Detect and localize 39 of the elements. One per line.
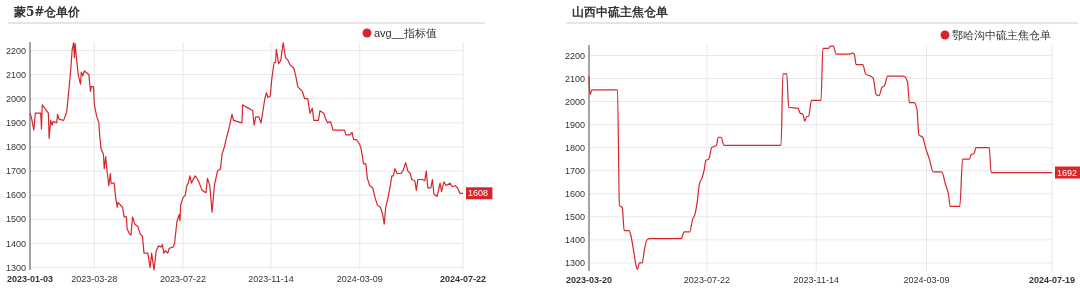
y-tick-label: 1700 <box>564 165 585 176</box>
y-tick-label: 1300 <box>564 258 585 269</box>
y-tick-label: 1900 <box>564 119 585 130</box>
x-tick-label: 2024-07-22 <box>439 274 487 284</box>
x-tick-label: 2024-03-09 <box>903 275 950 285</box>
y-tick-label: 2200 <box>564 50 585 61</box>
y-tick-label: 1600 <box>5 190 26 201</box>
y-tick-label: 2100 <box>564 73 585 84</box>
y-tick-label: 1800 <box>5 142 26 153</box>
x-tick-label: 2024-07-19 <box>1028 275 1076 285</box>
x-tick-label: 2023-11-14 <box>793 275 839 285</box>
line-series <box>29 42 464 271</box>
y-tick-label: 1700 <box>5 166 26 177</box>
y-tick-label: 1500 <box>5 214 26 225</box>
annotation: 1692 <box>1057 167 1078 178</box>
x-tick-label: 2024-03-09 <box>336 274 383 284</box>
line-series <box>588 45 1053 270</box>
y-tick-label: 1900 <box>5 117 26 128</box>
y-tick-label: 1400 <box>5 238 26 249</box>
x-tick-label: 2023-11-14 <box>248 274 294 284</box>
y-tick-label: 2000 <box>5 93 26 104</box>
y-tick-label: 1800 <box>564 142 585 153</box>
y-tick-label: 2100 <box>5 69 26 80</box>
chart-title: 山西中硫主焦仓单 <box>572 5 668 19</box>
legend-label: 鄂哈沟中硫主焦仓单 <box>952 28 1051 41</box>
legend-label: avg__指标值 <box>374 26 437 39</box>
x-tick-label: 2023-01-03 <box>6 274 54 284</box>
y-tick-label: 1300 <box>5 262 26 273</box>
x-tick-label: 2023-03-28 <box>71 274 118 284</box>
x-tick-label: 2023-07-22 <box>159 274 207 284</box>
chart-title: 蒙5#仓单价 <box>13 5 82 19</box>
y-tick-label: 1600 <box>564 188 585 199</box>
x-tick-label: 2023-03-20 <box>565 275 613 285</box>
y-tick-label: 2200 <box>5 45 26 56</box>
y-tick-label: 1400 <box>564 235 585 246</box>
annotation: 1608 <box>468 188 489 199</box>
y-tick-label: 1500 <box>564 211 585 222</box>
x-tick-label: 2023-07-22 <box>683 275 730 285</box>
y-tick-label: 2000 <box>564 96 585 107</box>
